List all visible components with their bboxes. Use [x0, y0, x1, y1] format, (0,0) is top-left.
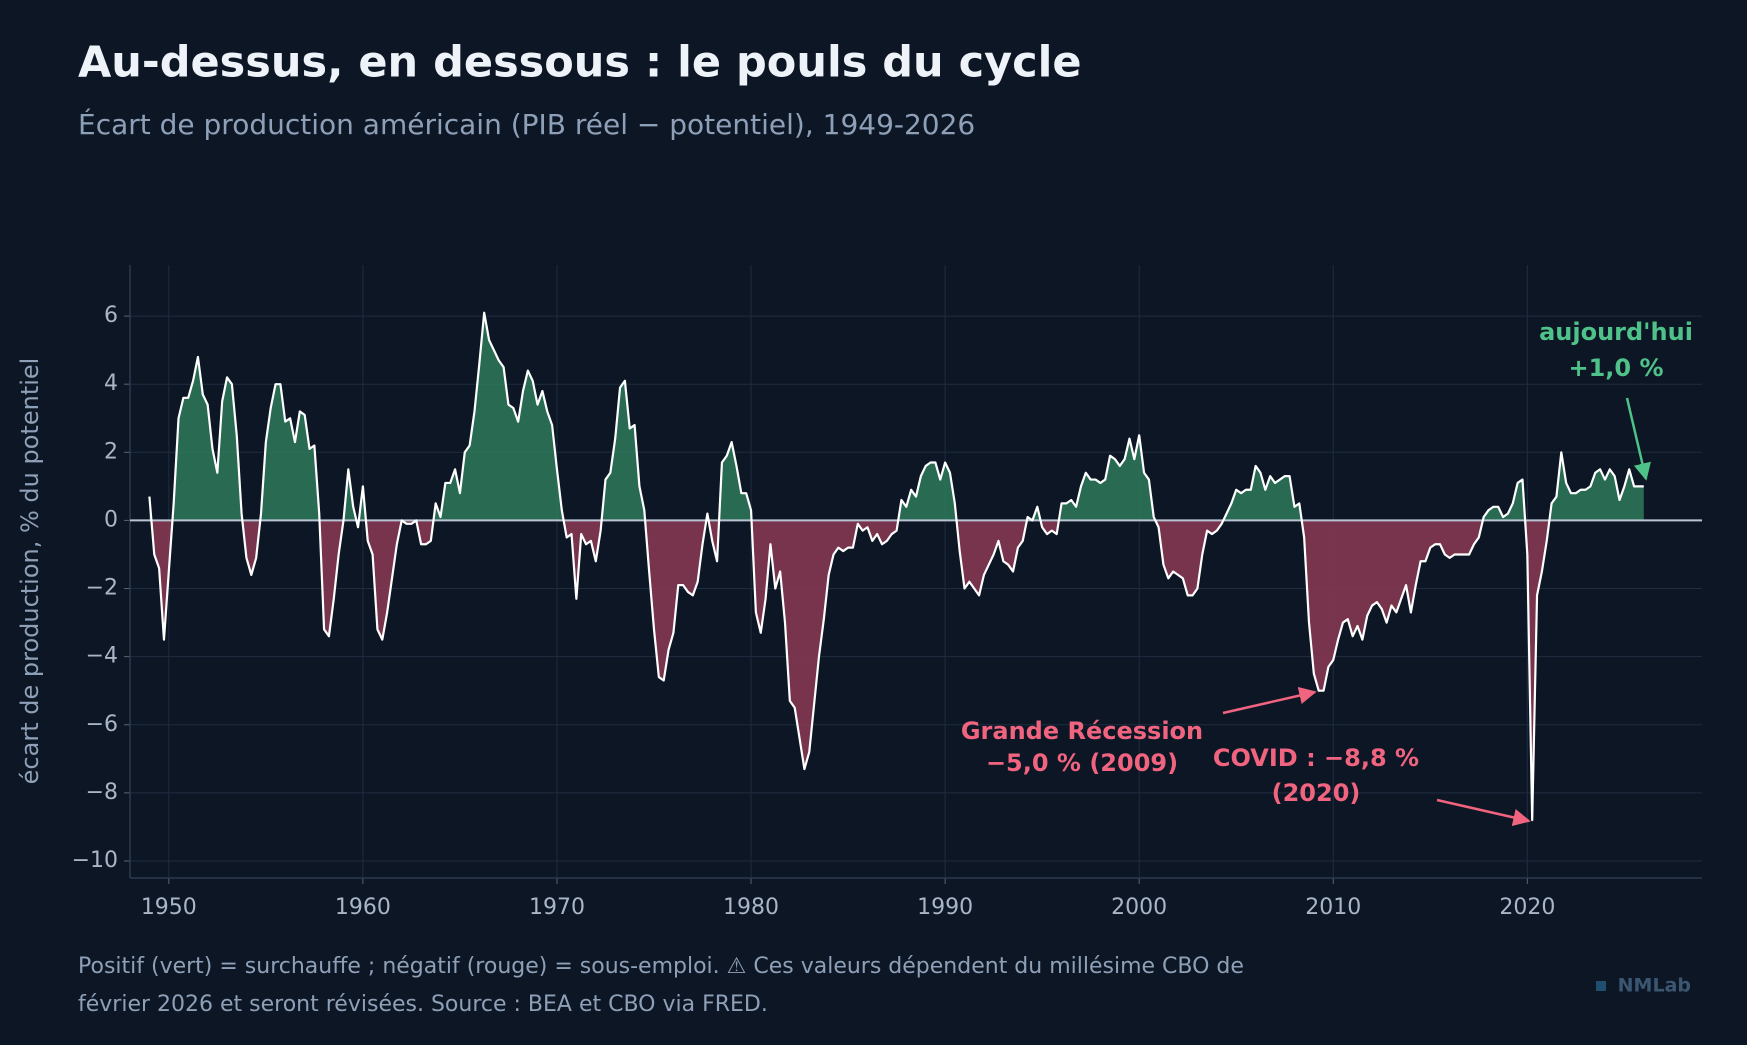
plot-area: −10 −8 −6 −4 −2 0 2 4 6 1950 1960 1970 1980 1990 2000 2…: [72, 265, 1702, 920]
annotation-arrow: [1436, 798, 1531, 827]
y-tick-label: 4: [104, 371, 118, 396]
data-line: [148, 311, 1644, 822]
x-tick-label: 1960: [335, 895, 391, 920]
annotation: +1,0 %: [1568, 354, 1663, 382]
x-tick-label: 1970: [529, 895, 585, 920]
y-tick-label: 2: [104, 439, 118, 464]
x-tick-label: 2020: [1499, 895, 1555, 920]
y-tick-label: −2: [86, 576, 118, 601]
annotation: aujourd'hui: [1539, 318, 1693, 346]
chart-subtitle: Écart de production américain (PIB réel …: [78, 107, 975, 141]
x-tick-label: 2010: [1305, 895, 1361, 920]
x-tick-label: 1980: [723, 895, 779, 920]
brand-icon: [1596, 981, 1606, 991]
annotation: (2020): [1272, 779, 1361, 807]
footnote: février 2026 et seront révisées. Source …: [78, 992, 768, 1017]
annotation-arrow: [1625, 397, 1651, 481]
annotation: Grande Récession: [961, 717, 1203, 745]
x-tick-label: 1950: [141, 895, 197, 920]
footnote: Positif (vert) = surchauffe ; négatif (r…: [78, 954, 1244, 979]
annotation: −5,0 % (2009): [986, 749, 1178, 777]
annotation: COVID : −8,8 %: [1213, 744, 1419, 772]
y-tick-label: 0: [104, 507, 118, 532]
area-positive: [149, 312, 1644, 521]
y-tick-label: −8: [86, 780, 118, 805]
brand: NMLab: [1618, 975, 1691, 997]
y-tick-label: −6: [86, 712, 118, 737]
annotation-arrow: [1222, 686, 1317, 715]
y-tick-label: −10: [72, 848, 118, 873]
y-tick-label: −4: [86, 644, 118, 669]
chart-title: Au-dessus, en dessous : le pouls du cycl…: [78, 38, 1082, 88]
x-tick-label: 1990: [917, 895, 973, 920]
y-tick-label: 6: [104, 303, 118, 328]
x-tick-label: 2000: [1111, 895, 1167, 920]
y-axis-label: écart de production, % du potentiel: [16, 358, 44, 785]
